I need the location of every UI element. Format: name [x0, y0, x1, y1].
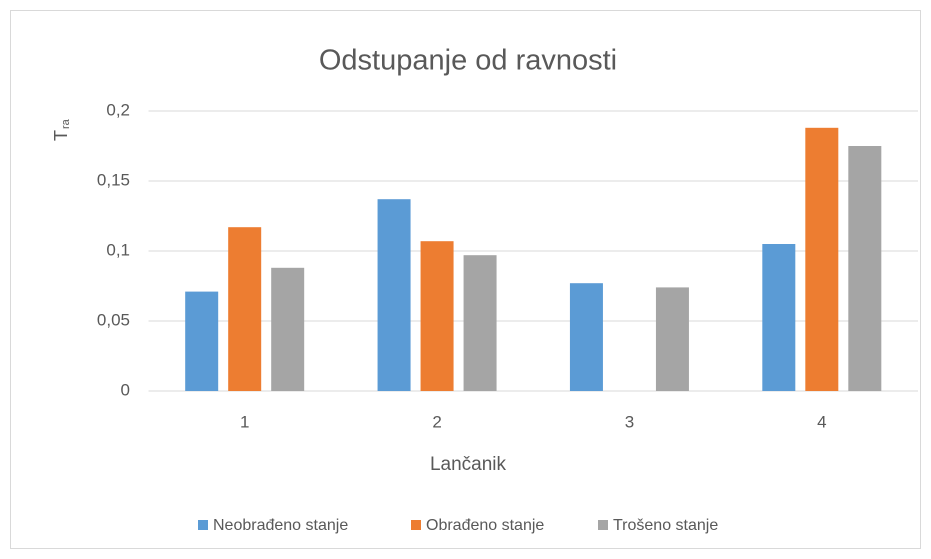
legend-swatch	[198, 520, 208, 530]
y-axis-label-sub: ra	[60, 118, 72, 129]
x-tick-label: 3	[625, 412, 634, 431]
bar	[463, 255, 497, 391]
y-tick-label: 0,15	[97, 170, 130, 189]
bar	[271, 267, 305, 391]
legend-label: Trošeno stanje	[613, 517, 718, 534]
bar	[805, 127, 839, 392]
x-tick-label: 1	[240, 412, 249, 431]
bar	[228, 227, 262, 391]
y-tick-label: 0,1	[106, 240, 130, 259]
legend-swatch	[411, 520, 421, 530]
x-tick-label: 2	[432, 412, 441, 431]
y-axis-label: T ra	[51, 118, 72, 141]
bar	[569, 283, 603, 391]
y-tick-label: 0,05	[97, 310, 130, 329]
bar	[377, 199, 411, 391]
x-axis-label: Lančanik	[430, 454, 507, 475]
chart-title: Odstupanje od ravnosti	[319, 45, 617, 77]
legend-swatch	[598, 520, 608, 530]
y-axis-label-main: T	[51, 130, 71, 141]
bar	[655, 287, 689, 391]
y-tick-label: 0	[121, 380, 130, 399]
legend-label: Neobrađeno stanje	[213, 517, 348, 534]
bar	[848, 146, 882, 391]
legend-label: Obrađeno stanje	[426, 517, 544, 534]
bar	[420, 241, 454, 391]
y-tick-label: 0,2	[106, 100, 130, 119]
bar	[185, 291, 219, 391]
x-tick-label: 4	[817, 412, 826, 431]
bar	[762, 244, 796, 391]
